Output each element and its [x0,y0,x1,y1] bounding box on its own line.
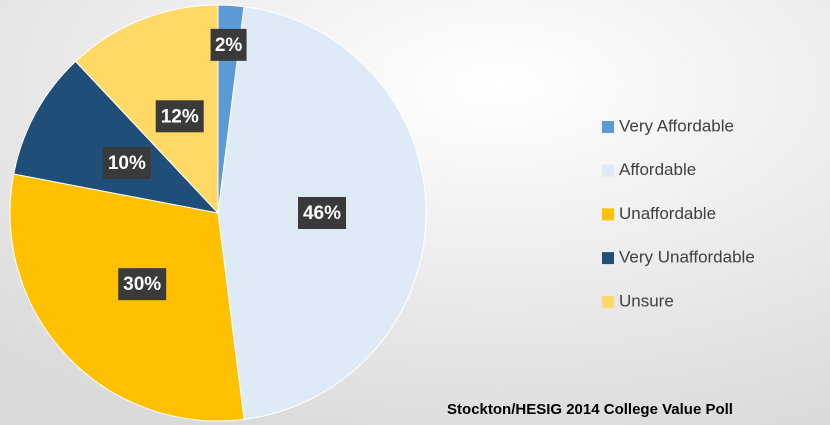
data-label-box [102,146,151,179]
legend-label: Very Unaffordable [619,248,755,267]
data-label: 10% [108,153,146,174]
data-label: 46% [303,203,341,224]
legend-label: Affordable [619,160,696,179]
legend-label: Unsure [619,291,674,310]
legend-swatch [602,121,614,133]
legend-swatch [602,295,614,308]
legend-label: Unaffordable [619,204,716,223]
pie-slice [74,4,219,215]
legend-swatch [602,252,614,265]
data-label-box [118,268,167,301]
data-label: 30% [123,274,161,295]
legend-label: Very Affordable [619,116,734,135]
pie-slice [13,60,220,214]
data-label-box [210,28,247,61]
data-label: 12% [161,106,199,127]
data-label-box [298,197,346,229]
legend-swatch [602,208,614,221]
data-label: 2% [215,35,243,56]
data-label-box [155,100,204,133]
legend-swatch [602,164,614,177]
chart-title: Stockton/HESIG 2014 College Value Poll [447,401,733,418]
